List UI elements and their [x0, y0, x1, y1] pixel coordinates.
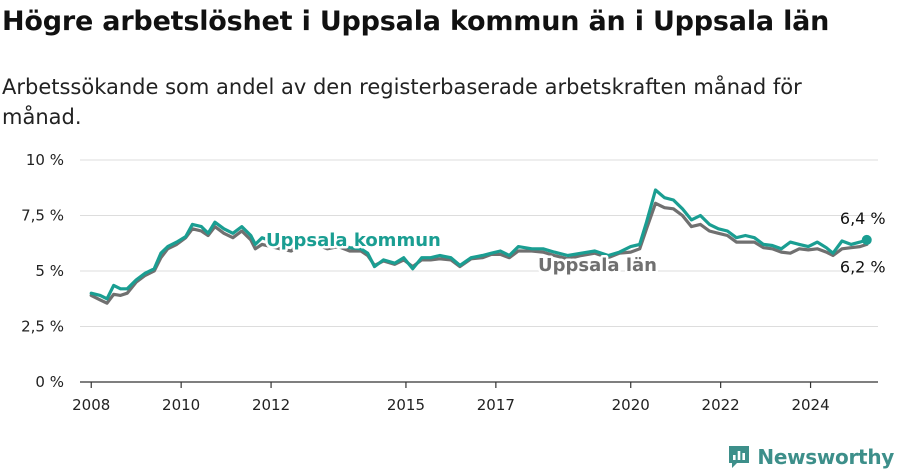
- series-label-uppsala-lan-halo: Uppsala län: [538, 255, 657, 276]
- series-layer: [89, 188, 872, 305]
- chart-title: Högre arbetslöshet i Uppsala kommun än i…: [2, 6, 830, 37]
- end-value-label-kommun: 6,4 %: [840, 209, 886, 228]
- x-tick-label: 2008: [72, 396, 110, 414]
- x-tick-label: 2012: [252, 396, 290, 414]
- y-tick-label: 0 %: [35, 373, 64, 391]
- chart-subtitle: Arbetssökande som andel av den registerb…: [2, 75, 802, 129]
- series-line-uppsala-län: [89, 201, 869, 305]
- y-tick-label: 7,5 %: [21, 207, 64, 225]
- y-tick-label: 5 %: [35, 262, 64, 280]
- y-tick-label: 10 %: [26, 151, 64, 169]
- end-value-label-lan: 6,2 %: [840, 257, 886, 276]
- x-tick-label: 2010: [162, 396, 200, 414]
- newsworthy-logo-icon: [729, 446, 750, 468]
- x-tick-label: 2022: [702, 396, 740, 414]
- x-tick-label: 2015: [387, 396, 425, 414]
- series-end-point: [861, 234, 872, 245]
- x-tick-label: 2024: [791, 396, 829, 414]
- series-line-uppsala-kommun: [89, 188, 869, 301]
- axis-layer: 0 % 2,5 % 5 % 7,5 % 10 % 2008 2010 2012 2015 2017…: [21, 151, 878, 414]
- series-label-uppsala-lan: Uppsala län: [538, 255, 657, 276]
- brand-logo[interactable]: Newsworthy: [727, 444, 894, 470]
- y-tick-label: 2,5 %: [21, 318, 64, 336]
- grid-layer: [80, 159, 878, 327]
- brand-name: Newsworthy: [757, 445, 894, 469]
- series-label-uppsala-kommun: Uppsala kommun: [266, 230, 441, 251]
- x-tick-label: 2020: [612, 396, 650, 414]
- series-label-uppsala-kommun-halo: Uppsala kommun: [266, 230, 441, 251]
- x-tick-label: 2017: [477, 396, 515, 414]
